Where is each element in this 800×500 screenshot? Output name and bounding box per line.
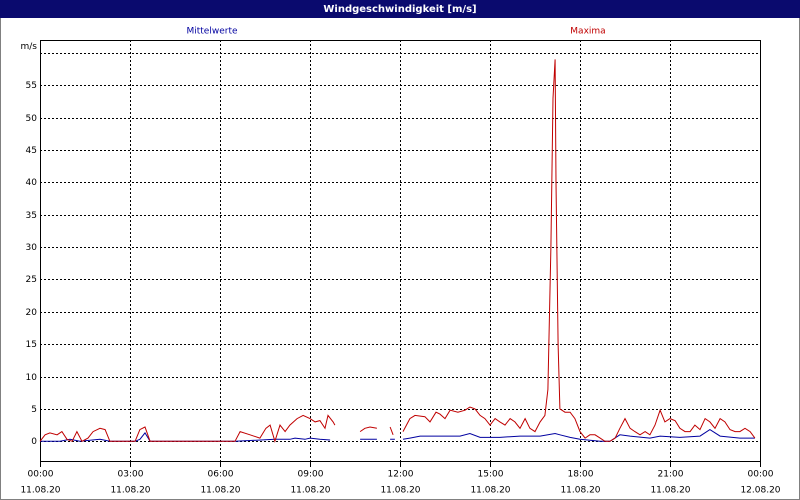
x-tick-label: 15:00 bbox=[478, 470, 504, 480]
series-line bbox=[40, 429, 755, 442]
x-tick-label: 12:00 bbox=[388, 470, 414, 480]
x-tick-label: 09:00 bbox=[298, 470, 324, 480]
y-tick-label: 20 bbox=[26, 308, 38, 318]
x-tick-date: 12.08.20 bbox=[740, 486, 780, 496]
legend-label: Mittelwerte bbox=[186, 27, 237, 37]
x-tick-date: 11.08.20 bbox=[470, 486, 510, 496]
y-tick-label: 25 bbox=[26, 275, 37, 285]
y-tick-label: 30 bbox=[26, 243, 38, 253]
x-tick-label: 03:00 bbox=[118, 470, 144, 480]
chart-title: Windgeschwindigkeit [m/s] bbox=[323, 4, 476, 15]
y-tick-label: 10 bbox=[26, 373, 38, 383]
y-tick-label: 45 bbox=[26, 146, 37, 156]
x-tick-label: 21:00 bbox=[658, 470, 684, 480]
legend-label: Maxima bbox=[570, 27, 605, 37]
y-tick-label: m/s bbox=[21, 42, 38, 52]
x-tick-label: 18:00 bbox=[568, 470, 594, 480]
y-tick-label: 40 bbox=[26, 178, 38, 188]
plot-frame bbox=[40, 40, 761, 462]
x-tick-date: 11.08.20 bbox=[290, 486, 330, 496]
y-tick-label: 15 bbox=[26, 340, 37, 350]
x-tick-label: 00:00 bbox=[28, 470, 54, 480]
y-tick-label: 50 bbox=[26, 114, 38, 124]
y-tick-label: 35 bbox=[26, 211, 37, 221]
x-tick-date: 11.08.20 bbox=[380, 486, 420, 496]
title-bar bbox=[0, 0, 800, 18]
x-tick-date: 11.08.20 bbox=[650, 486, 690, 496]
y-tick-label: 55 bbox=[26, 81, 37, 91]
series-line bbox=[39, 59, 756, 444]
y-tick-label: 5 bbox=[31, 405, 37, 415]
x-tick-date: 11.08.20 bbox=[110, 486, 150, 496]
x-tick-date: 11.08.20 bbox=[560, 486, 600, 496]
x-tick-date: 11.08.20 bbox=[20, 486, 60, 496]
x-tick-label: 06:00 bbox=[208, 470, 234, 480]
y-tick-label: 0 bbox=[31, 437, 37, 447]
x-tick-date: 11.08.20 bbox=[200, 486, 240, 496]
x-tick-label: 00:00 bbox=[748, 470, 774, 480]
